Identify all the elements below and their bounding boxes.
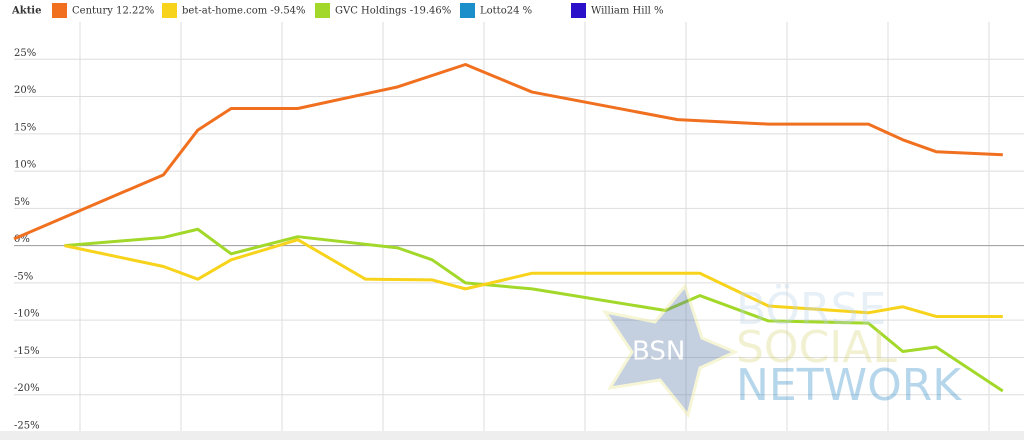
watermark-text: NETWORK [736,360,962,411]
watermark-star [601,282,739,419]
series-line [64,227,1004,393]
watermark-text: SOCIAL [736,322,897,373]
y-tick-label: -15% [14,346,40,357]
legend-label: GVC Holdings -19.46% [335,6,451,17]
y-tick-label: 20% [14,85,36,96]
y-tick-label: 25% [14,48,36,59]
y-tick-label: -20% [14,383,40,394]
y-tick-label: 5% [14,197,30,208]
legend-label: Century 12.22% [72,6,154,17]
y-tick-label: -5% [14,271,33,282]
series-line [64,238,1003,318]
legend-label: bet-at-home.com -9.54% [182,6,306,17]
y-tick-label: 15% [14,122,36,133]
legend-swatch [571,3,586,18]
series-line [13,62,1003,241]
y-tick-label: -10% [14,309,40,320]
y-tick-label: 0% [14,234,30,245]
legend-swatch [52,3,67,18]
watermark-badge: BSN [632,337,685,367]
legend-title: Aktie [11,6,41,17]
y-tick-label: 10% [14,160,36,171]
legend-swatch [162,3,177,18]
scrollbar [0,431,1024,440]
legend-label: Lotto24 % [480,6,532,17]
watermark-text: BÖRSE [736,283,886,335]
legend-swatch [315,3,330,18]
watermark: BSN BÖRSE SOCIAL NETWORK [601,282,962,419]
legend-label: William Hill % [591,6,664,17]
y-tick-label: -25% [14,421,40,432]
legend-swatch [460,3,475,18]
